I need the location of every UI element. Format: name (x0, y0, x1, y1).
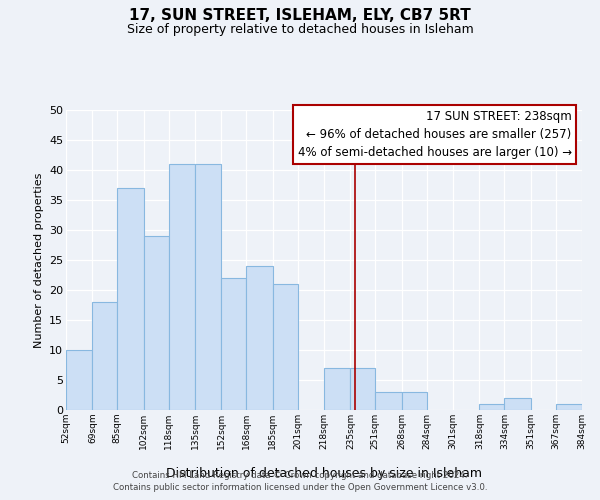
Bar (402, 392, 427, 410)
Bar (375, 392, 402, 410)
Bar (350, 368, 375, 410)
Bar (221, 278, 246, 410)
Bar (66, 350, 92, 410)
Text: Size of property relative to detached houses in Isleham: Size of property relative to detached ho… (127, 22, 473, 36)
Bar (556, 404, 582, 410)
Bar (144, 236, 169, 410)
Bar (479, 404, 504, 410)
Bar (324, 368, 350, 410)
Bar (273, 284, 298, 410)
Y-axis label: Number of detached properties: Number of detached properties (34, 172, 44, 348)
Bar (504, 398, 531, 410)
Text: Contains HM Land Registry data © Crown copyright and database right 2024.
Contai: Contains HM Land Registry data © Crown c… (113, 471, 487, 492)
Bar (92, 302, 117, 410)
Text: 17, SUN STREET, ISLEHAM, ELY, CB7 5RT: 17, SUN STREET, ISLEHAM, ELY, CB7 5RT (129, 8, 471, 22)
Bar (169, 164, 195, 410)
Bar (195, 164, 221, 410)
Text: 17 SUN STREET: 238sqm
← 96% of detached houses are smaller (257)
4% of semi-deta: 17 SUN STREET: 238sqm ← 96% of detached … (298, 110, 572, 159)
Bar (246, 266, 273, 410)
Text: Distribution of detached houses by size in Isleham: Distribution of detached houses by size … (166, 467, 482, 480)
Bar (117, 188, 144, 410)
